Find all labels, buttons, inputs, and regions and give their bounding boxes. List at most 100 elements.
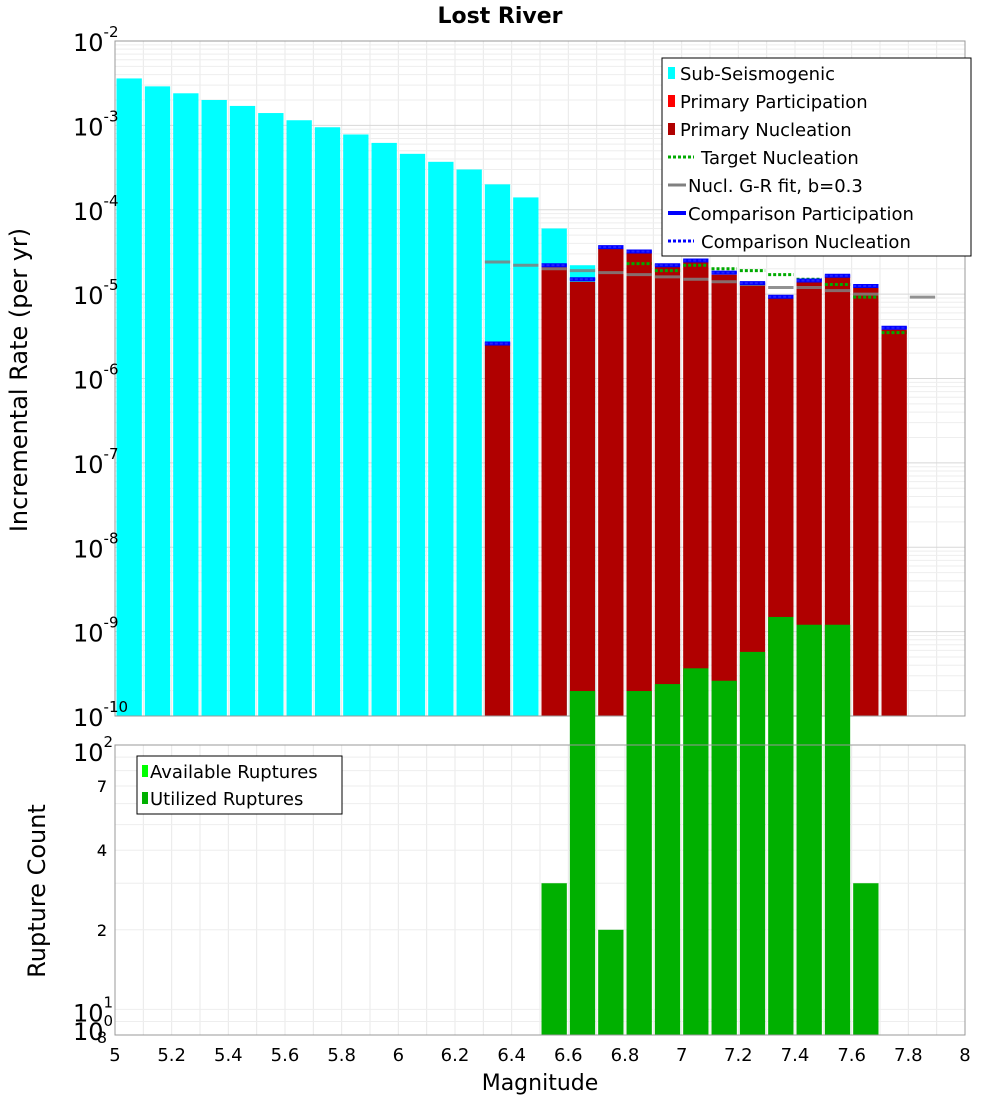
- legend-label-gr-fit: Nucl. G-R fit, b=0.3: [688, 176, 863, 197]
- bottom-y-decade-label: 101: [73, 993, 113, 1027]
- utilized-ruptures-bar: [768, 616, 794, 1035]
- primary-nucleation-bar: [484, 344, 511, 716]
- utilized-ruptures-bar: [654, 684, 681, 1035]
- sub-seismogenic-bar: [144, 86, 171, 716]
- legend-swatch-utilized-ruptures: [142, 792, 148, 804]
- legend-label-comparison-nucleation: Comparison Nucleation: [701, 232, 911, 253]
- sub-seismogenic-bar: [173, 93, 199, 716]
- bottom-y-tick-label: 7: [97, 777, 107, 796]
- bottom-y-tick-label: 4: [97, 841, 107, 860]
- primary-nucleation-bar: [569, 281, 596, 716]
- legend-swatch-primary-participation: [668, 95, 675, 107]
- bottom-y-axis-label: Rupture Count: [23, 804, 51, 978]
- bottom-y-tick-label: 4: [97, 841, 107, 860]
- legend-label-primary-nucleation: Primary Nucleation: [680, 120, 852, 141]
- utilized-ruptures-bar: [626, 691, 652, 1035]
- primary-nucleation-bar: [626, 252, 652, 716]
- top-y-tick-label: 10-2: [73, 23, 119, 57]
- utilized-ruptures-bar: [541, 883, 567, 1035]
- x-tick-label: 6.8: [611, 1045, 640, 1066]
- sub-seismogenic-bar: [399, 153, 426, 716]
- sub-seismogenic-bar: [201, 99, 227, 717]
- primary-nucleation-bar: [711, 274, 737, 716]
- top-y-tick-label: 10-3: [73, 107, 119, 141]
- legend-label-primary-participation: Primary Participation: [680, 92, 868, 113]
- x-tick-label: 5.2: [157, 1045, 186, 1066]
- legend-label-target-nucleation: Target Nucleation: [700, 148, 859, 169]
- x-tick-label: 6.2: [441, 1045, 470, 1066]
- sub-seismogenic-bar: [314, 127, 341, 716]
- top-y-axis-ticks: 10-10 10-9 10-8 10-7 10-6 10-5 10-4 10-3 10-2: [73, 23, 128, 732]
- primary-nucleation-bar: [598, 248, 624, 717]
- top-y-tick-label: 10-4: [73, 192, 119, 226]
- sub-seismogenic-bar: [428, 161, 454, 716]
- legend-label-available-ruptures: Available Ruptures: [150, 762, 318, 783]
- top-y-tick-label: 10-5: [73, 276, 119, 310]
- bottom-y-tick-label: 8: [97, 1028, 107, 1047]
- sub-seismogenic-bar: [258, 113, 284, 716]
- top-legend: Sub-Seismogenic Primary Participation Pr…: [661, 57, 972, 257]
- primary-nucleation-bar: [853, 287, 879, 716]
- utilized-ruptures-bar: [711, 680, 737, 1035]
- bottom-y-decade-label: 102: [73, 733, 113, 767]
- bottom-y-decade-label: 100: [73, 1012, 113, 1046]
- x-tick-label: 7: [676, 1045, 687, 1066]
- legend-swatch-available-ruptures: [142, 765, 148, 777]
- x-tick-label: 5.6: [271, 1045, 300, 1066]
- utilized-ruptures-bar: [824, 624, 851, 1035]
- primary-nucleation-bar: [654, 266, 681, 716]
- top-y-axis-label: Incremental Rate (per yr): [5, 228, 33, 532]
- x-tick-label: 6.6: [554, 1045, 583, 1066]
- x-axis-label: Magnitude: [482, 1071, 599, 1096]
- bottom-y-tick-label: 7: [97, 777, 107, 796]
- x-tick-label: 7.6: [837, 1045, 866, 1066]
- bottom-y-tick-label: 2: [97, 921, 107, 940]
- x-axis-ticks: 5 5.2 5.4 5.6 5.8 6 6.2 6.4 6.6 6.8 7 7.2 7.4 7.6 7.8 8: [109, 1045, 970, 1066]
- top-panel-bars: [116, 78, 907, 717]
- bottom-panel-frame: [114, 744, 966, 1036]
- legend-label-comparison-participation: Comparison Participation: [688, 204, 914, 225]
- x-tick-label: 8: [959, 1045, 970, 1066]
- bottom-legend: Available Ruptures Utilized Ruptures: [136, 755, 343, 815]
- x-tick-label: 7.8: [894, 1045, 923, 1066]
- utilized-ruptures-bar: [683, 668, 709, 1035]
- x-tick-label: 6.4: [497, 1045, 526, 1066]
- utilized-ruptures-bar: [569, 691, 596, 1035]
- sub-seismogenic-bar: [343, 134, 369, 717]
- sub-seismogenic-bar: [286, 120, 312, 717]
- chart-title: Lost River: [438, 4, 563, 29]
- top-y-tick-label: 10-7: [73, 445, 119, 479]
- x-tick-label: 5.8: [327, 1045, 356, 1066]
- top-y-tick-label: 10-8: [73, 529, 119, 563]
- utilized-ruptures-bar: [853, 883, 879, 1035]
- x-tick-label: 5: [109, 1045, 120, 1066]
- primary-nucleation-bar: [739, 284, 766, 716]
- bottom-panel-bars: [541, 616, 879, 1035]
- legend-swatch-sub-seismogenic: [668, 67, 675, 79]
- legend-swatch-primary-nucleation: [668, 123, 675, 135]
- primary-nucleation-bar: [541, 266, 567, 716]
- utilized-ruptures-bar: [796, 624, 822, 1035]
- primary-nucleation-bar: [881, 329, 907, 716]
- x-tick-label: 6: [393, 1045, 404, 1066]
- sub-seismogenic-bar: [371, 142, 397, 716]
- x-tick-label: 5.4: [214, 1045, 243, 1066]
- sub-seismogenic-bar: [229, 105, 256, 717]
- legend-label-utilized-ruptures: Utilized Ruptures: [150, 789, 303, 810]
- sub-seismogenic-bar: [116, 78, 142, 717]
- legend-label-sub-seismogenic: Sub-Seismogenic: [680, 64, 835, 85]
- bottom-y-tick-label: 2: [97, 921, 107, 940]
- x-tick-label: 7.4: [781, 1045, 810, 1066]
- utilized-ruptures-bar: [739, 651, 766, 1035]
- top-y-tick-label: 10-9: [73, 614, 119, 648]
- top-panel-lines: [484, 245, 936, 346]
- sub-seismogenic-bar: [513, 197, 539, 717]
- x-tick-label: 7.2: [724, 1045, 753, 1066]
- bottom-legend-box: [136, 755, 343, 815]
- top-y-tick-label: 10-6: [73, 361, 119, 395]
- sub-seismogenic-bar: [456, 169, 482, 716]
- utilized-ruptures-bar: [598, 929, 624, 1035]
- top-panel-frame: [114, 40, 966, 717]
